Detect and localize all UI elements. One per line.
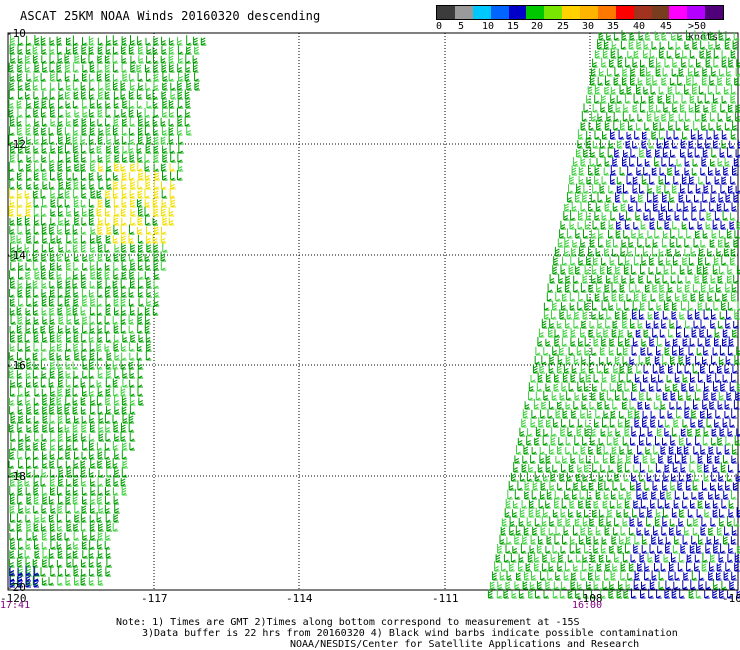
wind-barbs-green [8,30,740,599]
legend-label: 35 [607,21,620,32]
lon-label: -120 [0,592,27,605]
wind-barbs [8,30,740,599]
lon-label: -111 [432,592,459,605]
lat-label: -14 [6,249,26,262]
legend-swatch [562,6,580,19]
wind-speed-legend [436,5,724,20]
legend-swatch [669,6,688,19]
lat-label: -18 [6,470,26,483]
legend-swatch [580,6,598,19]
lon-label: -117 [141,592,168,605]
lat-label: -12 [6,138,26,151]
lat-label: -20 [6,581,26,594]
wind-barbs-blue [9,129,740,599]
time-left: 17:41 [0,600,31,611]
note-line-2: 3)Data buffer is 22 hrs from 20160320 4)… [142,628,678,639]
legend-label: 15 [507,21,520,32]
legend-label: 20 [531,21,544,32]
legend-label: 0 [436,21,443,32]
legend-swatch [633,6,652,19]
legend-swatch [615,6,634,19]
wind-barbs-light-green [8,30,740,599]
legend-label: 25 [557,21,570,32]
legend-swatch [508,6,527,19]
latitude-labels: -10 -12 -14 -16 -18 -20 [6,27,26,594]
legend-swatch [437,6,455,19]
legend-label: 5 [458,21,465,32]
legend-label: 30 [582,21,595,32]
lon-label: -108 [576,592,603,605]
legend-swatch [705,6,723,19]
legend-swatch [526,6,545,19]
map-title: ASCAT 25KM NOAA Winds 20160320 descendin… [20,9,321,23]
time-right: 16:00 [572,600,603,611]
lon-label: -114 [286,592,313,605]
legend-label: 10 [482,21,495,32]
lat-label: -10 [6,27,26,40]
note-line-3: NOAA/NESDIS/Center for Satellite Applica… [290,639,640,650]
wind-barbs-yellow [8,161,176,244]
legend-swatch [651,6,670,19]
legend-swatch [597,6,616,19]
legend-label: 45 [660,21,673,32]
lat-label: -16 [6,359,26,372]
note-line-1: Note: 1) Times are GMT 2)Times along bot… [116,617,580,628]
legend-swatch [544,6,563,19]
lon-label: -10 [722,592,740,605]
legend-label: 40 [633,21,646,32]
longitude-labels: -120 -117 -114 -111 -108 -10 [0,592,740,605]
legend-swatch [687,6,706,19]
map-frame [7,32,739,591]
legend-swatch [490,6,509,19]
legend-swatch [472,6,491,19]
legend-swatch [454,6,473,19]
